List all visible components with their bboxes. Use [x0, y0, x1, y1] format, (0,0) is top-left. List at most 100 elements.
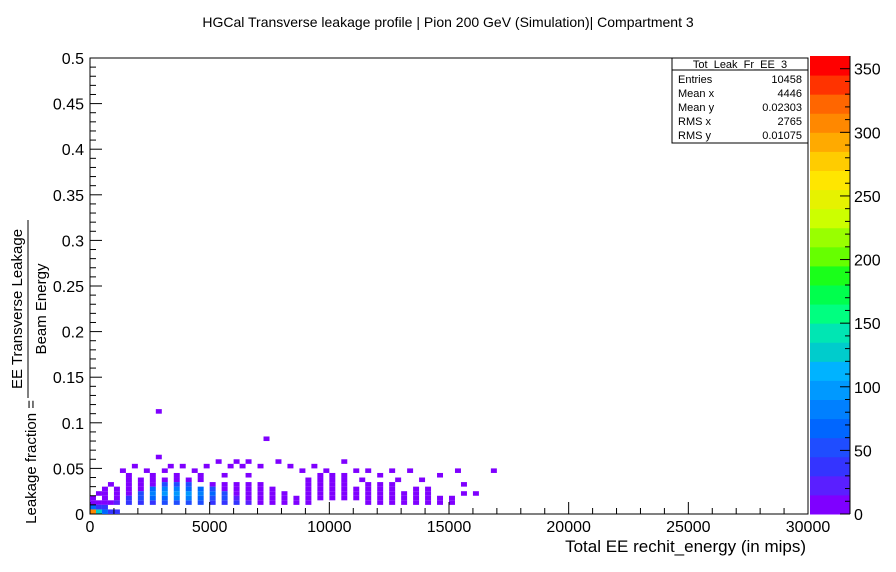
heatmap-cell	[125, 482, 132, 487]
heatmap-cell	[113, 500, 120, 505]
heatmap-cell	[245, 482, 252, 487]
z-tick-label: 200	[854, 253, 881, 270]
heatmap-cell	[245, 491, 252, 496]
heatmap-cell	[245, 486, 252, 492]
heatmap-cell	[425, 495, 432, 501]
heatmap-cell	[137, 500, 144, 505]
color-scale-swatch	[810, 56, 850, 76]
heatmap-cell	[197, 500, 204, 505]
color-scale-swatch	[810, 113, 850, 133]
heatmap-cell	[185, 482, 192, 487]
x-tick-label: 15000	[427, 519, 472, 536]
heatmap-cell	[305, 500, 312, 505]
heatmap-cell	[90, 495, 96, 501]
heatmap-cell	[317, 482, 324, 487]
heatmap-cell	[425, 491, 432, 496]
stats-label: Entries	[678, 74, 713, 86]
heatmap-cell	[161, 482, 168, 487]
color-scale-swatch	[810, 304, 850, 324]
stats-box: Tot_Leak_Fr_EE_3 Entries 10458 Mean x 44…	[671, 57, 809, 144]
heatmap-cell	[233, 482, 240, 487]
heatmap-cell	[113, 495, 120, 501]
z-tick-label: 50	[854, 443, 872, 460]
y-axis-label: Leakage fraction = EE Transverse Leakage…	[9, 220, 50, 524]
heatmap-cell	[317, 495, 324, 501]
heatmap-cell	[107, 500, 114, 505]
heatmap-cell	[101, 509, 108, 514]
heatmap-cell	[389, 495, 396, 501]
heatmap-cell	[365, 468, 372, 473]
stats-label: Mean x	[678, 88, 715, 100]
heatmap-cell	[365, 495, 372, 501]
heatmap-cell	[245, 472, 252, 478]
heatmap-cell	[101, 500, 108, 505]
color-scale-swatch	[810, 75, 850, 95]
heatmap-cell	[257, 491, 264, 496]
color-scale-swatch	[810, 380, 850, 400]
heatmap-cell	[437, 500, 444, 505]
heatmap-cell	[257, 482, 264, 487]
heatmap-cell	[377, 500, 384, 505]
heatmap-cell	[275, 459, 282, 464]
heatmap-cell	[90, 509, 96, 514]
heatmap-cell	[269, 486, 276, 492]
heatmap-cell	[197, 486, 204, 492]
heatmap-cell	[395, 477, 402, 483]
heatmap-cell	[419, 477, 426, 483]
heatmap-cell	[107, 482, 114, 487]
color-scale-swatch	[810, 208, 850, 229]
heatmap-cell	[209, 486, 216, 492]
heatmap-cell	[365, 491, 372, 496]
heatmap-cell	[329, 472, 336, 478]
heatmap-cell	[401, 500, 408, 505]
heatmap-cell	[377, 495, 384, 501]
heatmap-cell	[113, 509, 120, 514]
x-axis-label: Total EE rechit_energy (in mips)	[565, 537, 806, 556]
heatmap-cell	[161, 477, 168, 483]
heatmap-cell	[257, 463, 264, 469]
z-tick-label: 150	[854, 316, 881, 333]
y-tick-label: 0	[75, 507, 84, 524]
heatmap-cell	[173, 500, 180, 505]
heatmap-cell	[137, 482, 144, 487]
heatmap-cell	[401, 495, 408, 501]
heatmap-cell	[185, 486, 192, 492]
color-scale-swatch	[810, 475, 850, 496]
color-scale-swatch	[810, 323, 850, 343]
chart-title: HGCal Transverse leakage profile | Pion …	[202, 14, 693, 30]
stats-row: RMS x 2765	[678, 116, 802, 128]
heatmap-cell	[359, 477, 366, 483]
heatmap-cell	[317, 477, 324, 483]
heatmap-cell	[137, 486, 144, 492]
color-scale-swatch	[810, 456, 850, 477]
heatmap-cell	[257, 500, 264, 505]
heatmap-cell	[209, 500, 216, 505]
heatmap-cell	[197, 495, 204, 501]
heatmap-cell	[389, 491, 396, 496]
heatmap-cell	[323, 468, 330, 473]
heatmap-cell	[161, 495, 168, 501]
stats-row: RMS y 0.01075	[678, 130, 802, 142]
heatmap-cell	[353, 491, 360, 496]
y-tick-label: 0.45	[53, 97, 84, 114]
color-scale	[810, 56, 850, 515]
heatmap-cell	[281, 500, 288, 505]
x-tick-label: 5000	[192, 519, 228, 536]
heatmap-cell	[281, 491, 288, 496]
y-tick-label: 0.35	[53, 188, 84, 205]
heatmap-cell	[101, 491, 108, 496]
heatmap-cell	[125, 495, 132, 501]
y-tick-label: 0.2	[62, 325, 84, 342]
heatmap-cell	[149, 486, 156, 492]
heatmap-cell	[233, 459, 240, 464]
stats-value: 10458	[771, 74, 802, 86]
stats-value: 0.02303	[762, 102, 802, 114]
heatmap-cell	[311, 463, 318, 469]
color-scale-swatch	[810, 285, 850, 305]
heatmap-cell	[341, 472, 348, 478]
z-tick-label: 350	[854, 62, 881, 79]
heatmap-cell	[317, 486, 324, 492]
heatmap-cell	[173, 491, 180, 496]
stats-row: Mean y 0.02303	[678, 102, 802, 114]
heatmap-cell	[149, 500, 156, 505]
